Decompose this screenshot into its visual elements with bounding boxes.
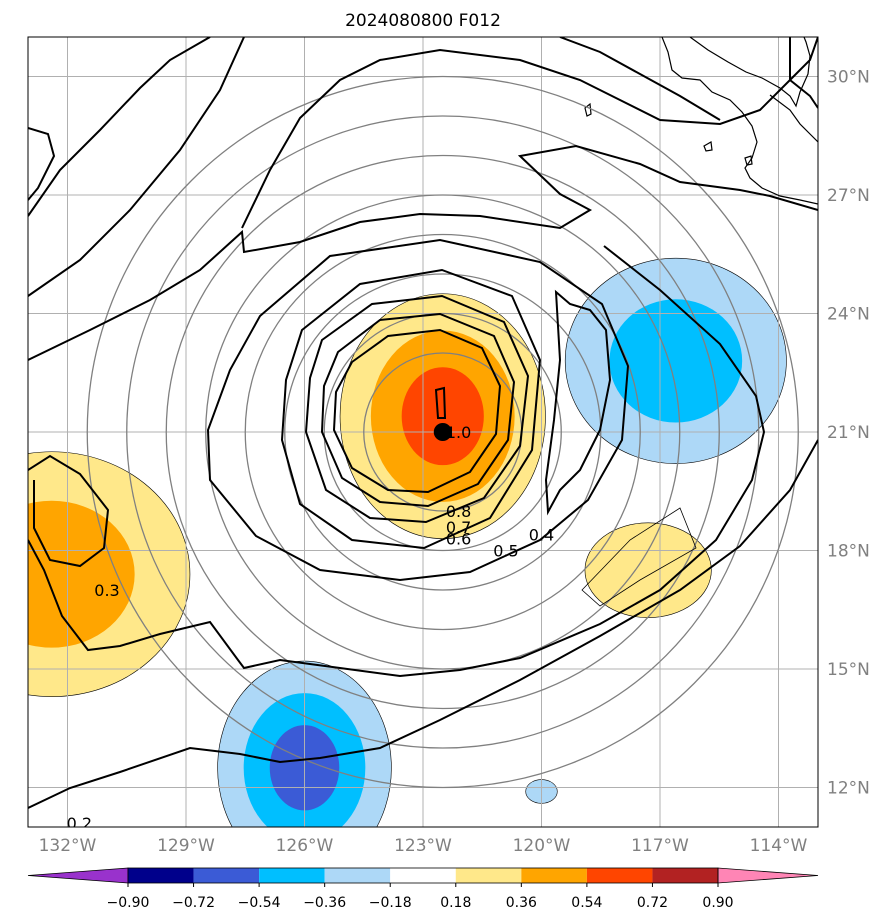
contour-label: 0.8 [446, 502, 471, 521]
coastline-baja [661, 37, 818, 205]
lat-tick-label: 18°N [827, 542, 870, 562]
coastline-gulf-north [769, 94, 818, 143]
contour-outer-2 [28, 37, 211, 217]
colorbar: −0.90 −0.72 −0.54 −0.36 −0.18 0.18 0.36 0.54 0.7… [27, 867, 819, 911]
range-ring [284, 273, 602, 591]
contour-label: 0.7 [446, 518, 471, 537]
outline-east-positive [581, 507, 697, 607]
colorbar-tick-label: 0.72 [637, 895, 668, 911]
contour-label: 0.3 [94, 581, 119, 600]
range-ring [244, 233, 641, 631]
lon-tick-label: 117°W [631, 836, 689, 856]
colorbar-tick-label: −0.90 [107, 895, 150, 911]
contour-0-2 [28, 439, 818, 809]
colorbar-bin [390, 868, 456, 883]
colorbar-tick-label: −0.36 [303, 895, 346, 911]
contour-label: 0.5 [493, 542, 518, 561]
contour-labels: 1.0 0.80.70.6 0.5 0.4 0.3 0.2 [67, 423, 555, 833]
colorbar-tick-label: 0.54 [571, 895, 602, 911]
contour-outer-4 [241, 37, 818, 229]
lat-tick-label: 21°N [827, 423, 870, 443]
colorbar-bin [259, 868, 325, 883]
lat-tick-label: 24°N [827, 305, 870, 325]
outline-west-positive [28, 451, 191, 697]
colorbar-bin [324, 868, 391, 883]
colorbar-tick-label: −0.72 [172, 895, 215, 911]
contour-0-4 [206, 238, 630, 582]
storm-center-marker [433, 423, 452, 441]
map-plot-area: 1.0 0.80.70.6 0.5 0.4 0.3 0.2 [28, 37, 818, 833]
island-2 [703, 141, 713, 152]
lat-tick-label: 30°N [827, 68, 870, 88]
range-ring [205, 194, 681, 670]
contour-outer-5 [559, 37, 721, 121]
contour-lines [28, 37, 818, 809]
colorbar-tick-label: 0.18 [440, 895, 471, 911]
colorbar-tick-label: −0.18 [369, 895, 412, 911]
contour-outer-6 [789, 37, 818, 109]
range-rings [86, 75, 799, 789]
island-3 [744, 155, 753, 166]
shade-center-positive-0.54 [401, 367, 484, 466]
colorbar-extend-max [717, 867, 819, 884]
contour-label: 0.2 [67, 814, 92, 833]
contour-label: 1.0 [446, 423, 471, 442]
contour-0-3-west [28, 454, 110, 568]
contour-label: 0.4 [529, 526, 554, 545]
colorbar-tick-label: 0.36 [506, 895, 537, 911]
lon-tick-label: 129°W [157, 836, 215, 856]
lat-tick-label: 12°N [827, 779, 870, 799]
contour-0-3 [28, 144, 818, 361]
colorbar-tick-label: −0.54 [238, 895, 281, 911]
island-1 [584, 102, 592, 117]
range-ring [165, 154, 720, 710]
lat-tick-label: 15°N [827, 660, 870, 680]
contour-1-0 [434, 386, 447, 419]
colorbar-bin [455, 868, 522, 883]
shade-west-positive-0.36 [28, 500, 135, 648]
lon-tick-label: 126°W [276, 836, 334, 856]
shading-layer [28, 257, 787, 827]
lon-tick-label: 120°W [513, 836, 571, 856]
colorbar-bin [586, 868, 653, 883]
lon-tick-label: 132°W [39, 836, 97, 856]
colorbar-extend-min [27, 867, 129, 884]
chart-title: 2024080800 F012 [345, 11, 501, 31]
range-ring [323, 312, 562, 552]
colorbar-bin [652, 868, 718, 883]
contour-0-3-east [28, 245, 766, 678]
colorbar-bin [193, 868, 260, 883]
contour-0-6 [304, 294, 530, 524]
map-frame [27, 36, 819, 828]
contour-0-5 [280, 268, 542, 550]
contour-east-neg-edge [544, 289, 612, 516]
coastline [584, 37, 818, 205]
range-ring [126, 115, 760, 749]
colorbar-frame [127, 867, 719, 884]
lon-tick-label: 114°W [750, 836, 808, 856]
colorbar-bin [128, 868, 194, 883]
outline-east-negative [564, 257, 787, 464]
contour-outer-3 [28, 127, 56, 201]
contour-0-8 [332, 328, 502, 494]
shade-east-negative-0.36 [609, 299, 743, 423]
latitude-axis: 12°N 15°N 18°N 21°N 24°N 27°N 30°N [827, 68, 870, 799]
lat-tick-label: 27°N [827, 186, 870, 206]
colorbar-bin [521, 868, 587, 883]
range-ring [86, 75, 799, 789]
longitude-axis: 132°W 129°W 126°W 123°W 120°W 117°W 114°W [39, 836, 808, 856]
colorbar-tick-label: 0.90 [702, 895, 733, 911]
lon-tick-label: 123°W [394, 836, 452, 856]
contour-0-7 [320, 312, 516, 508]
shading-outlines [581, 507, 697, 607]
coastline-mainland [689, 37, 811, 108]
contour-label: 0.6 [446, 530, 471, 549]
contour-outer-1 [28, 37, 245, 297]
